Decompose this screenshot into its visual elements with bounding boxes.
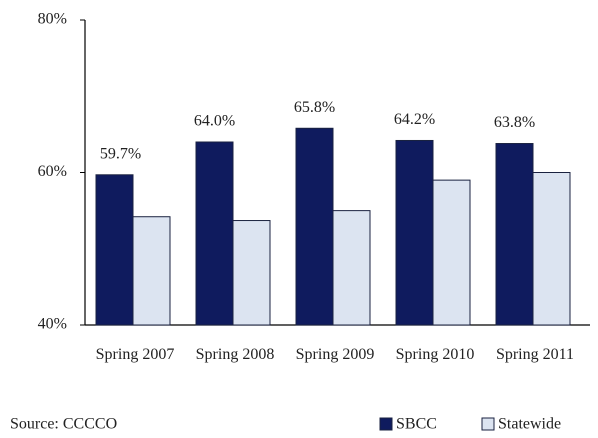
y-tick-label: 80%: [38, 11, 67, 28]
x-tick-label: Spring 2007: [95, 346, 175, 363]
bar: [495, 143, 534, 326]
legend-swatch: [481, 417, 495, 431]
data-label: 65.8%: [294, 99, 335, 116]
y-tick-label: 40%: [38, 316, 67, 333]
x-tick-label: Spring 2010: [395, 346, 475, 363]
y-tick-label: 60%: [38, 163, 67, 180]
legend-label: SBCC: [396, 416, 437, 433]
data-label: 64.2%: [394, 111, 435, 128]
bar: [195, 141, 234, 326]
x-tick-label: Spring 2008: [195, 346, 275, 363]
data-label: 59.7%: [100, 145, 141, 162]
bar: [532, 172, 571, 326]
bar: [295, 127, 334, 326]
source: Source: CCCCO: [10, 416, 117, 433]
bar: [395, 139, 434, 326]
x-tick-label: Spring 2011: [495, 346, 575, 363]
bar: [332, 210, 371, 326]
x-tick-label: Spring 2009: [295, 346, 375, 363]
legend-swatch: [379, 417, 393, 431]
data-label: 64.0%: [194, 113, 235, 130]
bar: [432, 179, 471, 326]
bar: [132, 216, 171, 326]
bar: [232, 220, 271, 326]
bar: [95, 174, 134, 326]
legend-label: Statewide: [498, 416, 561, 433]
data-label: 63.8%: [494, 114, 535, 131]
